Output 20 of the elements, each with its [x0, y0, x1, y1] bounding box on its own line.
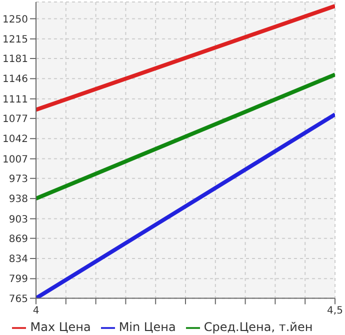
legend-label: Min Цена	[118, 320, 176, 334]
y-tick-label: 1215	[2, 34, 28, 46]
x-tick-label: 4,5	[327, 305, 343, 316]
y-tick-label: 1146	[2, 74, 28, 86]
x-tick-label: 4	[32, 305, 40, 316]
legend-label: Max Цена	[30, 320, 91, 334]
y-tick-label: 903	[8, 214, 28, 226]
y-tick-label: 1181	[2, 54, 28, 66]
y-tick-label: 799	[8, 274, 28, 286]
y-tick-label: 1077	[2, 114, 28, 125]
y-tick-label: 1250	[2, 14, 28, 26]
y-tick-label: 834	[8, 254, 28, 266]
y-tick-label: 938	[8, 194, 28, 206]
y-tick-label: 1042	[2, 134, 28, 146]
y-tick-label: 765	[8, 294, 28, 305]
y-tick-label: 1007	[2, 154, 28, 166]
y-tick-label: 1111	[2, 94, 28, 106]
legend-label: Сред.Цена, т.йен	[204, 320, 313, 334]
y-tick-label: 869	[8, 234, 28, 245]
y-tick-label: 973	[8, 174, 28, 185]
